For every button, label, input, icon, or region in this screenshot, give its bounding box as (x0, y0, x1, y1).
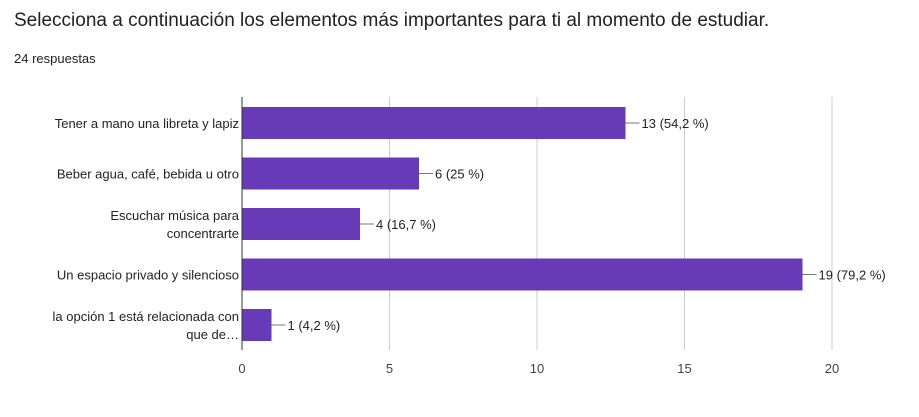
x-tick-label: 20 (825, 361, 839, 376)
bar (242, 258, 803, 291)
category-label: Beber agua, café, bebida u otro (57, 167, 239, 182)
value-label: 19 (79,2 %) (819, 268, 886, 283)
bar (242, 107, 626, 139)
labels: 0 5 10 15 20 13 (54,2 %) Tener a mano una libr… (53, 97, 886, 376)
category-label: Tener a mano una libreta y lapiz (55, 116, 239, 131)
bars (242, 107, 803, 341)
category-label: Escuchar música para concentrarte (110, 208, 239, 241)
x-tick-label: 15 (677, 361, 691, 376)
x-tick-label: 10 (530, 361, 544, 376)
response-count: 24 respuestas (14, 51, 96, 66)
category-label: Un espacio privado y silencioso (57, 268, 239, 283)
value-label: 13 (54,2 %) (642, 116, 709, 131)
value-label: 1 (4,2 %) (288, 318, 341, 333)
x-tick-label: 0 (238, 361, 245, 376)
bar (242, 309, 272, 341)
bar (242, 157, 419, 190)
value-label: 4 (16,7 %) (376, 217, 436, 232)
value-label: 6 (25 %) (435, 167, 484, 182)
grid-lines (389, 97, 833, 350)
category-label: la opción 1 está relacionada con que de… (53, 309, 239, 342)
x-tick-label: 5 (386, 361, 393, 376)
question-title: Selecciona a continuación los elementos … (14, 10, 770, 31)
bar (242, 208, 360, 240)
